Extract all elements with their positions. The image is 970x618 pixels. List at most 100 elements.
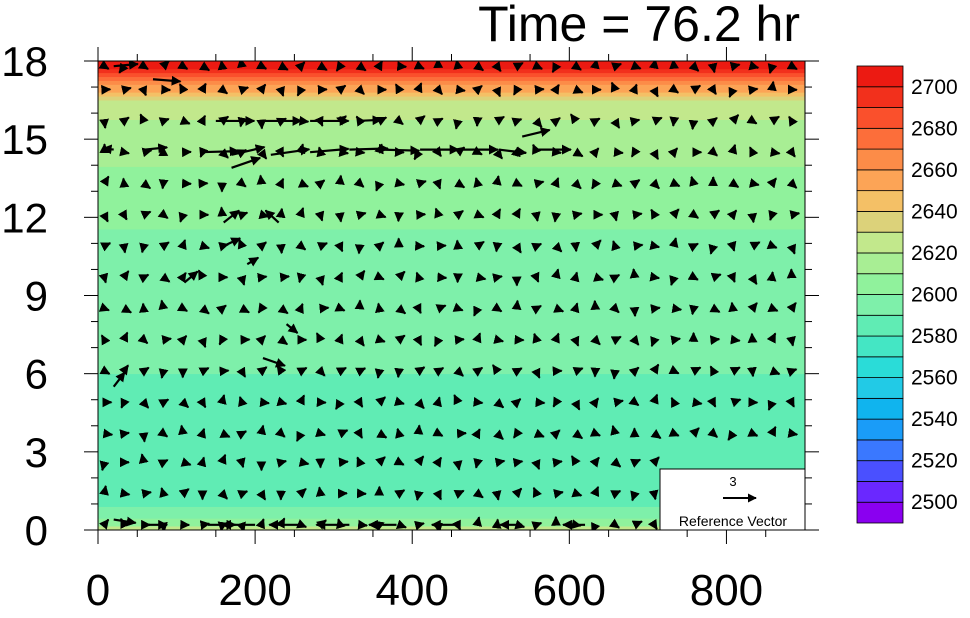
- wind-vector: [572, 147, 584, 158]
- contour-band: [98, 381, 805, 386]
- wind-vector: [315, 427, 326, 438]
- wind-vector: [471, 146, 483, 156]
- wind-vector: [473, 240, 485, 251]
- contour-band: [98, 474, 805, 480]
- contour-band: [98, 130, 805, 136]
- colorbar-label: 2680: [911, 117, 958, 140]
- contour-band: [98, 302, 805, 308]
- wind-vector: [238, 396, 248, 408]
- wind-vector-strong: [223, 237, 242, 247]
- wind-vector: [117, 209, 128, 221]
- contour-band: [98, 412, 805, 418]
- contour-band: [98, 396, 805, 402]
- wind-vector: [533, 179, 545, 189]
- wind-vector: [98, 272, 109, 284]
- wind-vector: [453, 489, 465, 500]
- wind-vector: [629, 458, 642, 468]
- wind-vector: [549, 429, 561, 440]
- wind-vector: [236, 274, 247, 286]
- wind-vector: [747, 273, 758, 285]
- colorbar-label: 2500: [911, 491, 958, 514]
- wind-vector: [296, 366, 308, 377]
- contour-band: [98, 365, 805, 371]
- wind-vector: [572, 84, 584, 94]
- wind-vector-strong: [145, 143, 169, 154]
- x-axis-labels: 0 200 400 600 800: [86, 566, 763, 615]
- wind-vector: [726, 271, 736, 283]
- wind-vector: [589, 456, 600, 468]
- wind-vector-strong: [262, 356, 286, 368]
- colorbar-swatch: [856, 397, 904, 420]
- contour-band: [98, 134, 805, 140]
- wind-vector: [394, 334, 406, 345]
- contour-band: [98, 345, 805, 351]
- wind-vector: [178, 211, 188, 223]
- reference-vector-box: 3 Reference Vector: [659, 468, 806, 531]
- wind-vector: [511, 207, 522, 219]
- wind-vector: [157, 458, 169, 469]
- wind-vector: [219, 428, 231, 438]
- contour-band: [98, 377, 805, 382]
- wind-vector: [338, 147, 350, 158]
- contour-band: [98, 197, 805, 203]
- wind-vector: [590, 334, 601, 346]
- wind-vector: [453, 239, 464, 250]
- wind-vector: [432, 456, 443, 468]
- wind-vector: [491, 518, 502, 529]
- wind-vector: [709, 303, 721, 313]
- wind-vector: [158, 241, 170, 252]
- wind-vector: [668, 83, 680, 94]
- wind-vector: [159, 272, 171, 283]
- wind-vector-strong: [285, 323, 299, 334]
- wind-vector: [748, 61, 760, 71]
- contour-band: [98, 256, 805, 261]
- wind-vector: [630, 490, 640, 502]
- wind-vector: [530, 271, 540, 283]
- wind-vector: [217, 206, 228, 217]
- wind-vector: [471, 84, 483, 96]
- wind-vector: [610, 489, 622, 500]
- contour-band: [98, 177, 805, 183]
- wind-vector: [669, 116, 680, 127]
- wind-vector: [257, 302, 268, 314]
- colorbar-swatch: [856, 231, 904, 254]
- wind-vector: [314, 179, 326, 190]
- contour-band: [98, 279, 805, 285]
- contour-band: [98, 455, 805, 461]
- wind-vector: [354, 335, 365, 347]
- wind-vector: [589, 427, 601, 437]
- contour-band: [98, 353, 805, 359]
- contour-band: [98, 467, 805, 472]
- wind-vector: [767, 425, 777, 438]
- colorbar-label: 2580: [911, 325, 958, 348]
- wind-vector: [709, 335, 721, 346]
- wind-vector: [176, 335, 188, 346]
- wind-vector: [256, 489, 267, 501]
- contour-band: [98, 447, 805, 453]
- wind-vector: [688, 61, 700, 72]
- contour-band: [98, 99, 805, 105]
- contour-band: [98, 236, 805, 242]
- contour-band: [98, 61, 805, 66]
- wind-vector: [475, 272, 487, 282]
- contour-band: [98, 439, 805, 445]
- y-tick-label: 0: [25, 507, 48, 554]
- wind-vector: [511, 242, 522, 254]
- wind-vector: [433, 366, 445, 377]
- contour-band: [98, 295, 805, 300]
- wind-vector: [355, 146, 366, 157]
- wind-vector: [769, 147, 781, 157]
- wind-vector: [412, 334, 423, 346]
- wind-vector: [374, 368, 385, 379]
- contour-band: [98, 220, 805, 226]
- colorbar-swatch: [856, 65, 904, 88]
- wind-vector: [609, 302, 620, 314]
- wind-vector: [413, 424, 424, 435]
- contour-band: [98, 342, 805, 347]
- wind-vector: [491, 86, 501, 98]
- wind-vector: [786, 302, 797, 313]
- wind-vector: [494, 457, 506, 468]
- contour-band: [98, 502, 805, 507]
- contour-band: [98, 80, 805, 85]
